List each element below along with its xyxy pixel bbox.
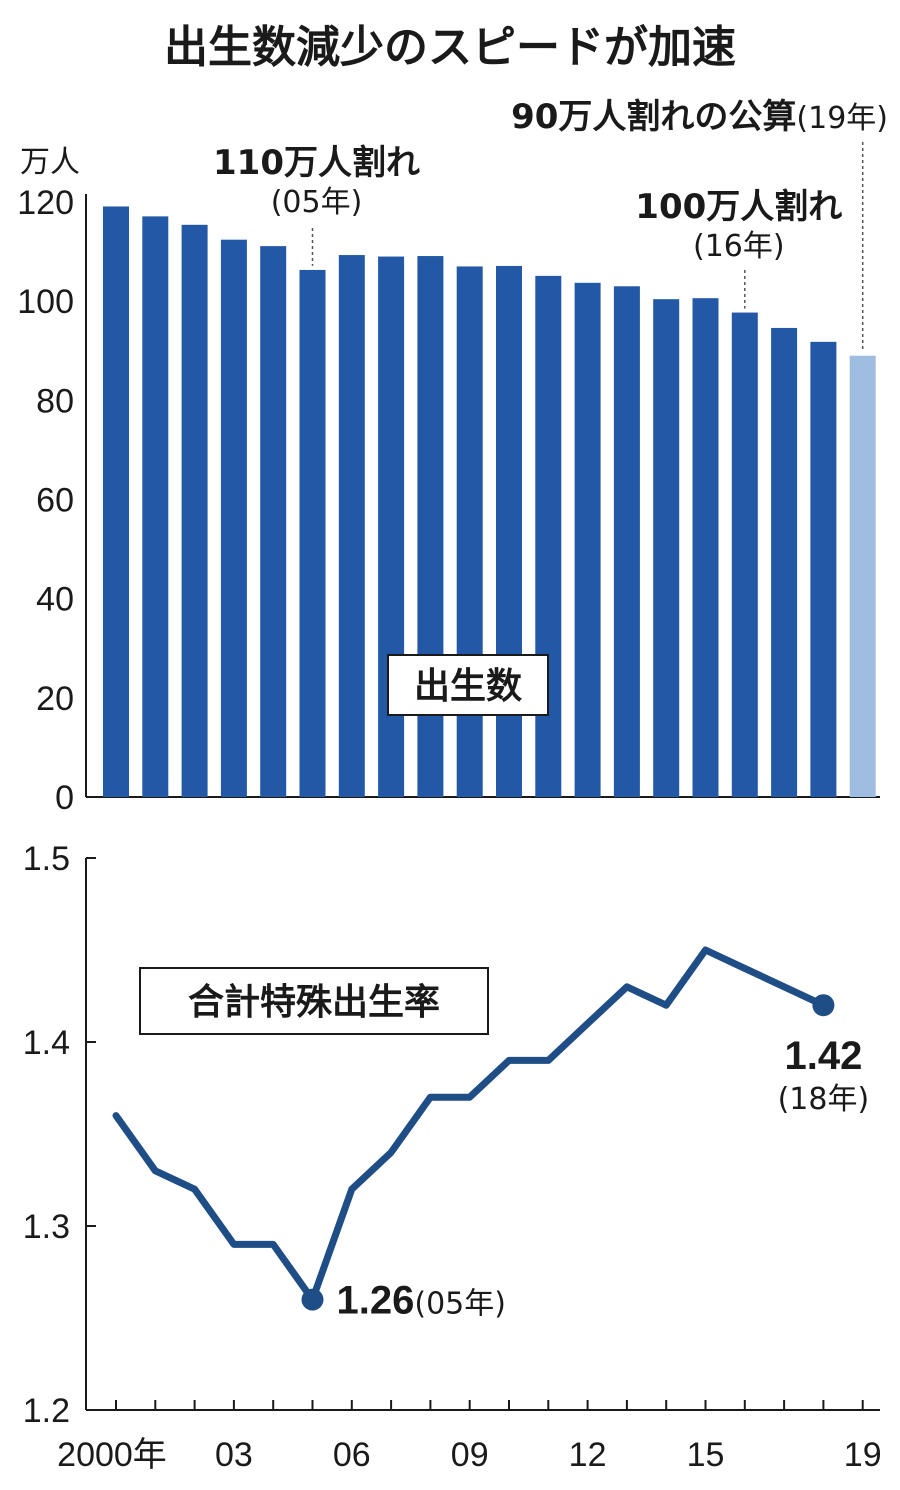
bar-y-tick-label: 100 <box>17 283 74 321</box>
bar-y-tick-label: 20 <box>36 680 74 718</box>
bar-unit-label: 万人 <box>20 145 80 180</box>
bar-y-tick-label: 60 <box>36 482 74 520</box>
annotation-label: 90万人割れの公算(19年) <box>511 97 888 137</box>
line-legend-label: 合計特殊出生率 <box>188 982 440 1023</box>
line-y-tick-label: 1.5 <box>23 840 70 878</box>
bar <box>260 246 287 798</box>
x-tick-label: 06 <box>333 1436 371 1474</box>
highlight-point <box>812 994 835 1017</box>
bar <box>771 327 798 797</box>
bar <box>535 275 562 798</box>
line-y-tick-label: 1.2 <box>23 1392 70 1430</box>
x-tick-label: 19 <box>844 1436 882 1474</box>
bar <box>299 269 326 797</box>
bar <box>181 224 208 797</box>
fertility-rate-line <box>112 946 827 1304</box>
x-tick-label: 09 <box>451 1436 489 1474</box>
bar-y-tick-label: 80 <box>36 382 74 420</box>
line-y-tick-label: 1.4 <box>23 1024 70 1062</box>
highlight-point <box>301 1288 324 1311</box>
bar <box>731 312 758 797</box>
bar <box>574 282 601 798</box>
x-tick-label: 15 <box>687 1436 725 1474</box>
bar <box>653 299 680 797</box>
bar <box>613 286 640 797</box>
line-chart-fertility-rate: 1.2 1.3 1.4 1.5 2000年 03 06 09 12 15 19 1.26(05年) 1.… <box>23 840 882 1474</box>
bar <box>692 298 719 797</box>
bar-legend-label: 出生数 <box>414 666 522 707</box>
bar <box>220 239 247 797</box>
bar-y-tick-label: 120 <box>17 184 74 222</box>
annotation-label: 110万人割れ <box>213 143 420 183</box>
bar-y-tick-label: 40 <box>36 581 74 619</box>
x-tick-label: 03 <box>215 1436 253 1474</box>
annotation-label: 100万人割れ <box>635 187 842 227</box>
x-tick-label: 2000年 <box>57 1436 167 1474</box>
bar <box>338 255 365 797</box>
annotation-sublabel: (16年) <box>693 229 785 264</box>
bar-estimate <box>849 355 876 797</box>
highlight-label: 1.26(05年) <box>337 1279 506 1323</box>
bar <box>142 216 169 798</box>
highlight-sublabel: (18年) <box>778 1082 870 1117</box>
bar-legend-box <box>387 654 549 716</box>
x-tick-label: 12 <box>569 1436 607 1474</box>
highlight-value-label: 1.42 <box>784 1034 862 1078</box>
bar <box>456 266 483 797</box>
line-y-tick-label: 1.3 <box>23 1208 70 1246</box>
line-legend-box <box>139 967 489 1035</box>
bar-y-tick-label: 0 <box>55 779 74 817</box>
chart-title: 出生数減少のスピードが加速 <box>164 22 736 73</box>
bar-chart-births: 万人 0 20 40 60 80 100 120 110万人割れ(05年) 100万人割れ(16年… <box>17 97 888 817</box>
annotation-sublabel: (05年) <box>271 185 363 220</box>
bar <box>103 206 129 797</box>
bar <box>496 265 522 797</box>
bar <box>810 341 837 797</box>
